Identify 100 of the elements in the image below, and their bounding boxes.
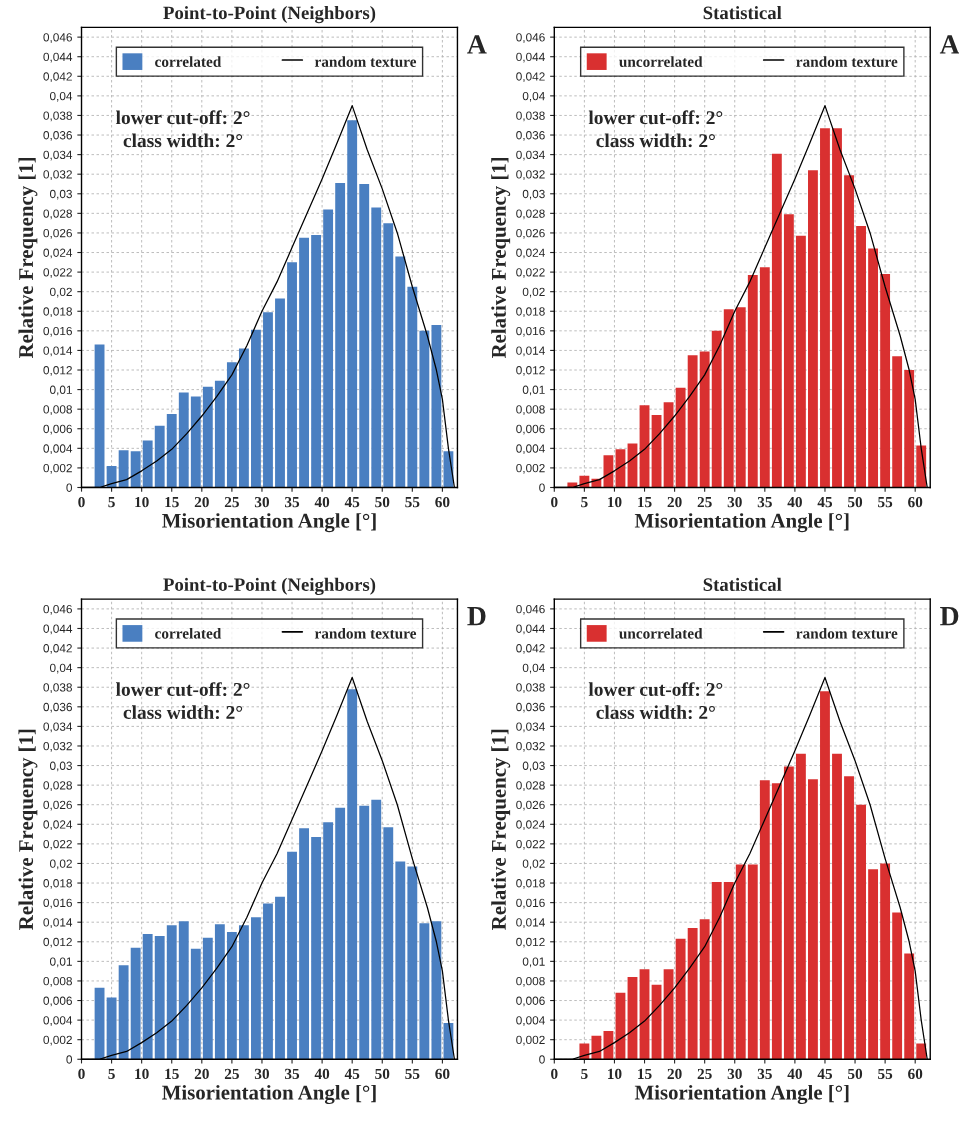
x-tick-label: 10 — [608, 1068, 622, 1080]
y-tick-label: 0,024 — [43, 248, 73, 259]
x-tick-label: 20 — [667, 496, 682, 508]
y-tick-label: 0,02 — [522, 287, 545, 298]
x-tick-label: 10 — [135, 496, 149, 508]
y-tick-label: 0,014 — [516, 346, 545, 357]
y-tick-label: 0,026 — [516, 228, 545, 239]
y-tick-label: 0,032 — [43, 170, 72, 180]
y-tick-label: 0,022 — [516, 268, 545, 278]
x-axis-title: Misorientation Angle [°] — [634, 513, 849, 533]
x-tick-label: 0 — [78, 1068, 85, 1080]
y-tick-label: 0,036 — [516, 702, 545, 713]
y-tick-label: 0,018 — [43, 879, 72, 889]
y-axis-title: Relative Frequency [1] — [491, 729, 511, 930]
legend-label: uncorrelated — [619, 627, 703, 639]
y-tick-label: 0,04 — [49, 91, 73, 102]
y-tick-label: 0,02 — [49, 859, 72, 870]
x-tick-label: 5 — [108, 497, 115, 508]
legend-label: random texture — [314, 627, 417, 639]
chart-title: Statistical — [703, 5, 782, 20]
y-tick-label: 0,01 — [522, 957, 545, 968]
y-tick-label: 0,036 — [43, 131, 72, 141]
y-tick-label: 0,018 — [43, 307, 72, 318]
y-tick-label: 0,034 — [516, 722, 545, 733]
x-tick-label: 40 — [314, 496, 330, 508]
y-tick-label: 0,014 — [43, 918, 73, 928]
legend-label: random texture — [314, 56, 417, 67]
y-tick-label: 0,01 — [522, 385, 545, 396]
x-tick-label: 50 — [848, 1068, 863, 1080]
x-tick-label: 0 — [551, 496, 558, 508]
x-axis-title: Misorientation Angle [°] — [162, 1084, 376, 1104]
y-tick-label: 0,044 — [516, 624, 545, 635]
y-tick-label: 0,032 — [516, 742, 545, 752]
x-tick-label: 25 — [697, 1068, 712, 1080]
annotation: class width: 2° — [596, 705, 715, 720]
y-tick-label: 0,012 — [43, 937, 72, 948]
annotation: lower cut-off: 2° — [115, 110, 250, 125]
y-tick-label: 0,026 — [516, 800, 545, 811]
x-tick-label: 5 — [581, 1068, 588, 1080]
y-tick-label: 0,028 — [516, 781, 545, 791]
y-tick-label: 0,006 — [43, 996, 72, 1007]
y-tick-label: 0 — [539, 1055, 545, 1064]
y-tick-label: 0,04 — [49, 663, 73, 674]
y-tick-label: 0,004 — [516, 1016, 545, 1026]
y-tick-label: 0,004 — [516, 444, 545, 455]
annotation: class width: 2° — [123, 133, 243, 148]
y-tick-label: 0,042 — [516, 644, 545, 654]
x-tick-label: 20 — [667, 1068, 682, 1080]
y-axis-title: Relative Frequency [1] — [18, 729, 38, 930]
x-tick-label: 15 — [638, 497, 652, 508]
x-tick-label: 35 — [284, 1068, 300, 1080]
annotation: lower cut-off: 2° — [588, 110, 723, 125]
x-tick-label: 40 — [787, 496, 802, 508]
y-tick-label: 0,032 — [516, 170, 545, 180]
x-tick-label: 5 — [581, 497, 588, 508]
y-tick-label: 0,042 — [43, 72, 72, 83]
x-tick-label: 0 — [78, 496, 85, 508]
y-tick-label: 0,002 — [516, 463, 545, 474]
x-tick-label: 20 — [194, 1068, 209, 1080]
y-tick-label: 0,016 — [516, 898, 545, 909]
y-tick-label: 0,008 — [516, 976, 545, 987]
y-tick-label: 0,03 — [522, 189, 545, 200]
y-tick-label: 0,036 — [516, 131, 545, 141]
y-tick-label: 0,026 — [43, 228, 72, 239]
x-tick-label: 35 — [757, 497, 772, 508]
y-tick-label: 0,016 — [43, 326, 72, 337]
chart-title: Point-to-Point (Neighbors) — [163, 577, 376, 595]
y-tick-label: 0,046 — [516, 604, 545, 615]
y-tick-label: 0,002 — [516, 1035, 545, 1046]
x-tick-label: 50 — [375, 1068, 390, 1080]
y-tick-label: 0,036 — [43, 702, 72, 713]
annotation: lower cut-off: 2° — [115, 682, 250, 697]
y-tick-label: 0,018 — [516, 879, 545, 889]
y-tick-label: 0,004 — [43, 444, 73, 455]
y-tick-label: 0,012 — [516, 366, 545, 376]
x-tick-label: 5 — [108, 1068, 115, 1080]
x-tick-label: 45 — [344, 497, 360, 508]
y-tick-label: 0,02 — [522, 859, 545, 870]
x-tick-label: 45 — [344, 1068, 360, 1080]
legend-label: uncorrelated — [619, 56, 703, 67]
y-tick-label: 0,044 — [43, 624, 73, 635]
x-tick-label: 25 — [224, 1068, 239, 1080]
y-tick-label: 0,024 — [516, 248, 545, 259]
y-tick-label: 0,034 — [43, 722, 73, 733]
y-tick-label: 0,024 — [43, 820, 73, 831]
y-tick-label: 0 — [66, 483, 73, 492]
x-tick-label: 35 — [284, 497, 300, 508]
x-tick-label: 10 — [608, 496, 622, 508]
y-tick-label: 0,024 — [516, 820, 545, 831]
y-tick-label: 0,034 — [43, 150, 73, 161]
y-tick-label: 0,034 — [516, 150, 545, 161]
x-tick-label: 45 — [817, 1068, 833, 1080]
y-tick-label: 0,008 — [43, 405, 72, 415]
x-tick-label: 40 — [787, 1068, 802, 1080]
y-axis-title: Relative Frequency [1] — [18, 157, 38, 359]
y-tick-label: 0,02 — [49, 287, 72, 298]
x-axis-title: Misorientation Angle [°] — [162, 513, 376, 533]
y-tick-label: 0,028 — [516, 209, 545, 220]
y-tick-label: 0,038 — [43, 111, 72, 122]
x-tick-label: 15 — [638, 1068, 652, 1080]
